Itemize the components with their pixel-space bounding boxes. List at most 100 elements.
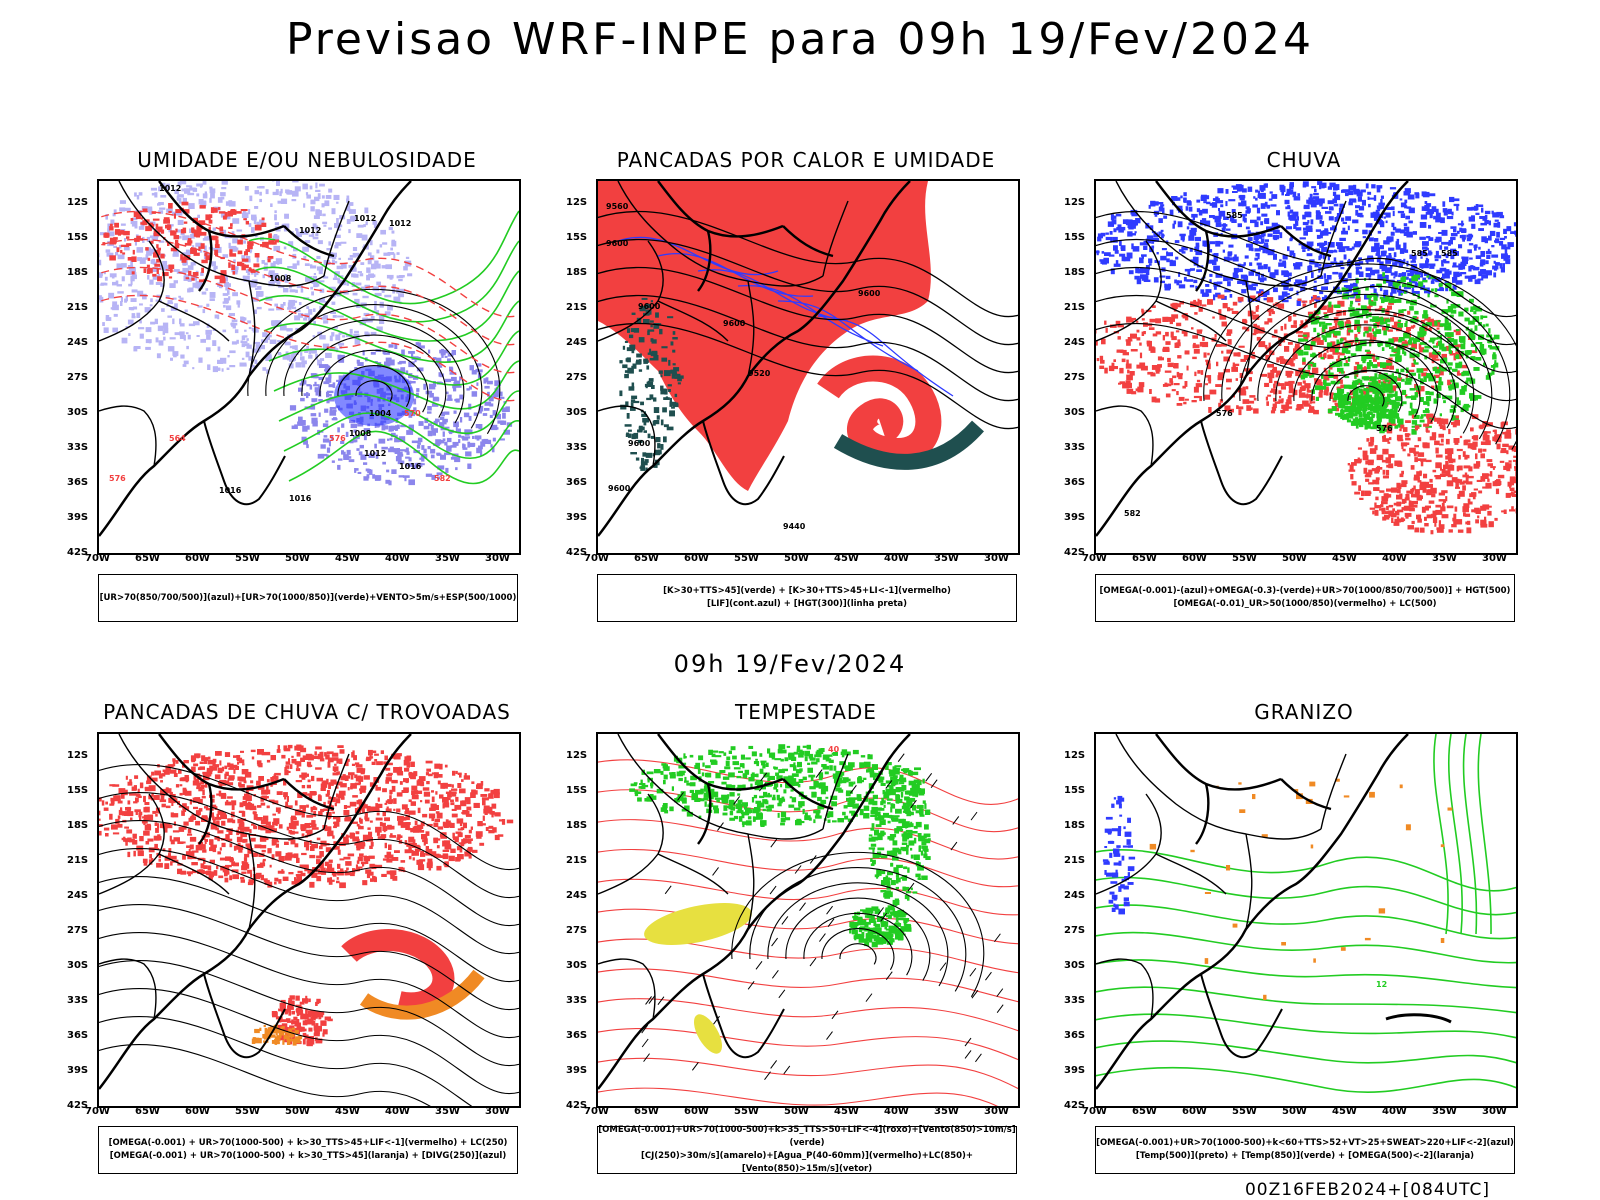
contour-label: 9560	[606, 202, 629, 211]
map-panel: 585 585 585 576 576 582	[1094, 179, 1518, 555]
contour-label: 1012	[364, 449, 386, 458]
longitude-tick-label: 50W	[285, 553, 310, 564]
longitude-tick-label: 40W	[884, 553, 909, 564]
wind-vectors	[641, 753, 1004, 1080]
map-panel: 12	[1094, 732, 1518, 1108]
temp500-contour	[1385, 1013, 1452, 1024]
latitude-tick-label: 15S	[1064, 785, 1086, 796]
state-borders	[598, 734, 849, 1020]
longitude-tick-label: 55W	[734, 553, 759, 564]
contour-label: 1008	[269, 274, 292, 283]
longitude-tick-label: 40W	[1382, 1106, 1407, 1117]
longitude-tick-label: 40W	[884, 1106, 909, 1117]
omega-green-area	[1296, 272, 1500, 435]
longitude-tick-label: 35W	[1432, 553, 1457, 564]
longitude-tick-label: 30W	[984, 1106, 1009, 1117]
contour-label: 9600	[858, 289, 881, 298]
latitude-tick-label: 42S	[67, 547, 89, 558]
green-humidity-contours	[248, 210, 519, 485]
contour-label: 1012	[354, 214, 376, 223]
longitude-tick-label: 60W	[1182, 1106, 1207, 1117]
longitude-tick-label: 50W	[1282, 1106, 1307, 1117]
latitude-tick-label: 42S	[566, 1100, 588, 1111]
jet-core-area	[644, 903, 752, 945]
contour-label: 1016	[219, 486, 242, 495]
map-canvas	[99, 734, 519, 1106]
longitude-tick-label: 45W	[1332, 1106, 1357, 1117]
thunderstorm-red-area	[99, 744, 514, 889]
panel-legend: [OMEGA(-0.001) + UR>70(1000-500) + k>30_…	[98, 1126, 518, 1174]
coastline-estuary	[1200, 420, 1283, 506]
legend-line: [UR>70(850/700/500)](azul)+[UR>70(1000/8…	[99, 592, 517, 603]
legend-line: [LIF](cont.azul) + [HGT(300)](linha pret…	[706, 599, 908, 609]
longitude-tick-label: 35W	[934, 553, 959, 564]
longitude-tick-label: 30W	[984, 553, 1009, 564]
longitude-tick-label: 40W	[385, 1106, 410, 1117]
contour-label: 9600	[608, 484, 631, 493]
latitude-tick-label: 30S	[566, 407, 588, 418]
map-canvas: 585 585 585 576 576 582	[1096, 181, 1516, 537]
map-canvas: 9560 9600 9600 9600 9600 9520 9600 9600 9440	[598, 181, 1018, 537]
latitude-tick-label: 30S	[566, 960, 588, 971]
latitude-tick-label: 21S	[1064, 302, 1086, 313]
latitude-tick-label: 18S	[566, 267, 588, 278]
country-borders	[1155, 181, 1332, 292]
latitude-tick-label: 12S	[67, 750, 89, 761]
longitude-tick-label: 50W	[285, 1106, 310, 1117]
longitude-tick-label: 55W	[235, 553, 260, 564]
legend-line: [OMEGA(-0.001)-(azul)+OMEGA(-0.3)-(verde…	[1099, 586, 1511, 596]
latitude-tick-label: 36S	[67, 1030, 89, 1041]
country-borders	[1155, 734, 1332, 845]
latitude-tick-label: 36S	[67, 477, 89, 488]
legend-line: [OMEGA(-0.001) + UR>70(1000-500) + k>30_…	[108, 1138, 508, 1148]
panel-title: PANCADAS DE CHUVA C/ TROVOADAS	[103, 700, 511, 724]
panel-legend: [K>30+TTS>45](verde) + [K>30+TTS>45+LI<-…	[597, 574, 1017, 622]
temp850-north-contours	[1433, 734, 1492, 935]
contour-label: 9440	[783, 522, 806, 531]
orange-storm-band	[359, 969, 485, 1020]
longitude-tick-label: 45W	[834, 1106, 859, 1117]
green-instability-band	[833, 420, 984, 470]
omega-blue-area	[1096, 181, 1516, 306]
temp850-contours	[1096, 849, 1516, 1093]
lc250-streamlines	[99, 763, 519, 1106]
contour-label: 582	[1124, 509, 1141, 518]
contour-label: 585	[1226, 211, 1243, 220]
cyclone-storm-band	[341, 929, 455, 1015]
latitude-tick-label: 30S	[67, 407, 89, 418]
longitude-tick-label: 65W	[634, 553, 659, 564]
longitude-tick-label: 35W	[934, 1106, 959, 1117]
mid-date-label: 09h 19/Fev/2024	[673, 650, 907, 678]
map-canvas: 40	[598, 734, 1018, 1106]
contour-label: 1012	[159, 184, 181, 193]
state-borders	[1096, 734, 1347, 1020]
latitude-tick-label: 21S	[67, 855, 89, 866]
legend-line: [K>30+TTS>45](verde) + [K>30+TTS>45+LI<-…	[663, 586, 951, 596]
longitude-tick-label: 65W	[135, 553, 160, 564]
latitude-tick-label: 33S	[67, 442, 89, 453]
latitude-tick-label: 24S	[566, 337, 588, 348]
latitude-tick-label: 30S	[1064, 407, 1086, 418]
thickness-dashed-lines	[99, 210, 519, 402]
latitude-tick-label: 27S	[1064, 372, 1086, 383]
teal-west-area	[619, 297, 684, 473]
contour-label: 1008	[349, 429, 372, 438]
contour-label: 9600	[638, 302, 661, 311]
latitude-tick-label: 18S	[67, 267, 89, 278]
latitude-tick-label: 21S	[67, 302, 89, 313]
longitude-tick-label: 55W	[1232, 553, 1257, 564]
panel-legend: [UR>70(850/700/500)](azul)+[UR>70(1000/8…	[98, 574, 518, 622]
latitude-tick-label: 33S	[1064, 442, 1086, 453]
state-borders	[598, 181, 849, 467]
coastline-estuary	[1200, 973, 1283, 1059]
red-thickness-labels-area	[102, 201, 279, 284]
red-south-band	[1347, 413, 1516, 535]
latitude-tick-label: 33S	[566, 995, 588, 1006]
latitude-tick-label: 30S	[67, 960, 89, 971]
latitude-tick-label: 36S	[566, 1030, 588, 1041]
country-borders	[158, 181, 335, 292]
latitude-tick-label: 27S	[67, 925, 89, 936]
latitude-tick-label: 18S	[67, 820, 89, 831]
legend-line: [OMEGA(-0.001) + UR>70(1000-500) + k>30_…	[109, 1151, 507, 1161]
panel-title: UMIDADE E/OU NEBULOSIDADE	[137, 148, 477, 172]
